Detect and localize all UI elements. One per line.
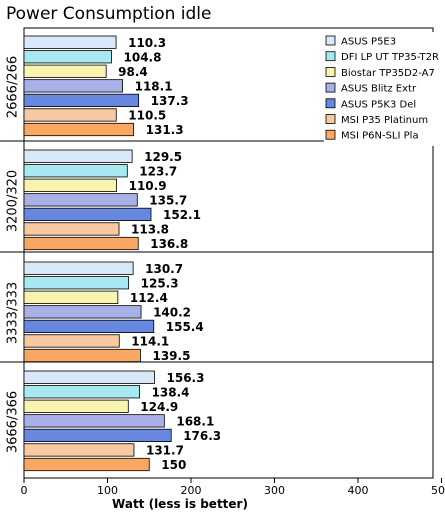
category-label: 3333/333 [6,282,21,344]
data-label: 150 [161,458,186,472]
data-label: 125.3 [141,276,179,290]
data-label: 110.9 [129,179,167,193]
legend-swatch [325,67,336,77]
data-label: 124.9 [140,400,178,414]
data-label: 123.7 [139,164,177,178]
bar [23,457,150,472]
legend-label: ASUS P5K3 Del [341,99,416,110]
x-axis-label: Watt (less is better) [112,497,248,511]
data-label: 110.5 [128,109,166,123]
data-label: 135.7 [149,194,187,208]
data-label: 155.4 [166,320,204,334]
legend-label: DFI LP UT TP35-T2R [341,52,439,63]
legend-swatch [325,35,336,46]
data-label: 118.1 [135,80,173,94]
bar [23,236,139,251]
bar [23,193,138,207]
legend-label: Biostar TP35D2-A7 [341,68,435,79]
x-tick-label: 200 [181,484,202,497]
data-label: 110.3 [128,36,166,50]
data-label: 137.3 [151,94,189,108]
data-label: 156.3 [167,371,205,385]
chart-title: Power Consumption idle [6,4,212,24]
data-label: 176.3 [183,429,221,443]
legend-label: ASUS P5E3 [341,37,396,48]
x-tick-label: 500 [431,484,445,497]
data-label: 140.2 [153,306,191,320]
x-tick-label: 300 [264,484,285,497]
bar [23,207,152,221]
bar [23,79,124,93]
legend-label: MSI P35 Platinum [341,115,428,126]
bar [23,443,135,457]
bar [23,399,129,413]
plot-frame [23,27,434,479]
bar [23,178,118,192]
data-label: 114.1 [131,335,169,349]
category-label: 3666/366 [6,391,21,453]
bar [23,35,117,49]
legend-label: MSI P6N-SLI Pla [341,131,419,142]
x-tick-label: 400 [348,484,369,497]
bar [23,290,119,304]
legend-label: ASUS Blitz Extr [341,84,417,95]
data-label: 131.3 [146,123,184,137]
bar [23,305,142,319]
legend-swatch [325,98,336,109]
legend-swatch [325,51,336,62]
category-label: 3200/320 [6,170,21,232]
bar [23,149,133,163]
bar [23,50,112,64]
x-tick-label: 100 [97,484,118,497]
bar [23,64,107,78]
data-label: 113.8 [131,223,169,237]
bar [23,348,141,363]
legend-background [324,32,445,146]
data-label: 131.7 [146,444,184,458]
legend-swatch [325,129,336,140]
bar [23,261,134,275]
x-tick-label: 0 [21,484,28,497]
bar [23,222,120,236]
bar [23,108,117,122]
bar [23,414,165,428]
bar [23,370,155,384]
data-label: 98.4 [118,65,148,79]
data-label: 112.4 [130,291,168,305]
category-label: 2666/266 [6,56,21,118]
legend-swatch [325,114,336,124]
data-label: 139.5 [152,349,190,363]
bar [23,276,130,290]
data-label: 138.4 [152,385,190,399]
bar [23,385,140,399]
legend-swatch [325,82,336,93]
data-label: 104.8 [124,50,162,64]
data-label: 130.7 [145,262,183,276]
bar [23,93,140,107]
data-label: 129.5 [144,150,182,164]
bar [23,334,120,348]
bar [23,428,172,443]
data-label: 136.8 [150,237,188,251]
data-label: 152.1 [163,208,201,222]
bar [23,164,128,178]
data-label: 168.1 [176,415,214,429]
bar [23,319,155,334]
bar [23,122,135,137]
